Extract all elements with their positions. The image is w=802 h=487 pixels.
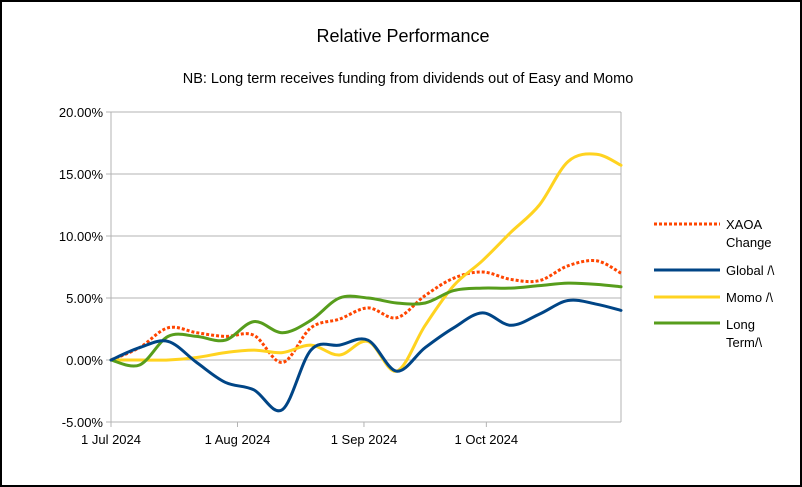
y-tick-label: -5.00% [62, 415, 104, 430]
legend-label-xaoa-change: XAOA [726, 217, 762, 232]
gridlines [111, 111, 621, 423]
series-lines [109, 152, 623, 413]
x-tick-label: 1 Sep 2024 [331, 432, 398, 447]
y-tick-label: 0.00% [66, 353, 103, 368]
y-tick-label: 15.00% [59, 167, 104, 182]
series-line-long-term [109, 281, 623, 368]
legend-label-xaoa-change: Change [726, 235, 772, 250]
axes: 20.00% 15.00% 10.00% 5.00% 0.00% -5.00% 1 Jul … [59, 105, 622, 447]
y-tick-label: 5.00% [66, 291, 103, 306]
x-tick-label: 1 Oct 2024 [455, 432, 519, 447]
legend-label-global: Global /\ [726, 263, 775, 278]
series-line-xaoa-change [110, 259, 622, 364]
x-tick-label: 1 Aug 2024 [205, 432, 271, 447]
y-tick-label: 10.00% [59, 229, 104, 244]
legend-label-momo: Momo /\ [726, 290, 773, 305]
legend-label-long-term: Long [726, 317, 755, 332]
x-tick-label: 1 Jul 2024 [81, 432, 141, 447]
series-line-global [109, 298, 623, 413]
chart-title: Relative Performance [316, 26, 489, 46]
y-tick-label: 20.00% [59, 105, 104, 120]
chart-subtitle: NB: Long term receives funding from divi… [183, 71, 634, 87]
legend-label-long-term: Term/\ [726, 335, 763, 350]
legend: XAOA Change Global /\ Momo /\ Long Term/\ [654, 217, 775, 350]
